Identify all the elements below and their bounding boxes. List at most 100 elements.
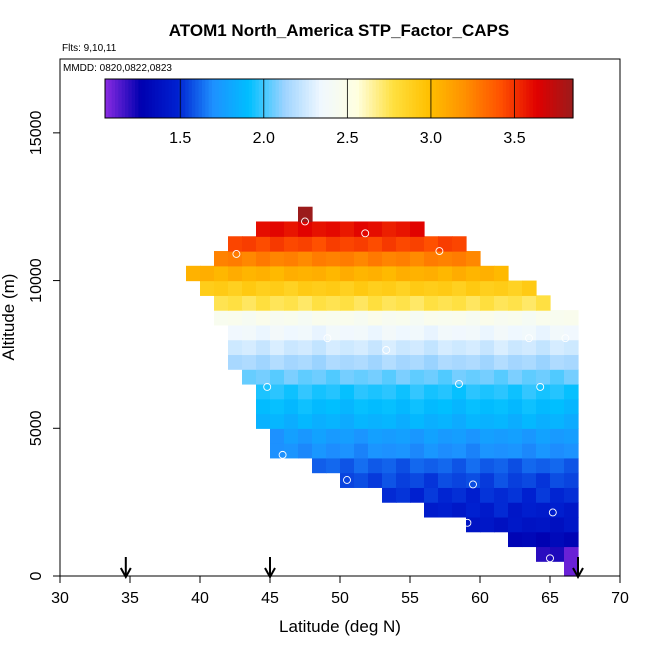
heatmap-cell xyxy=(522,472,537,488)
heatmap-cell xyxy=(480,398,495,415)
heatmap-cell xyxy=(340,398,355,415)
colorbar-swatch xyxy=(496,79,501,118)
colorbar-swatch xyxy=(211,79,216,118)
heatmap-cell xyxy=(270,339,285,356)
heatmap-cell xyxy=(522,280,537,296)
heatmap-cell xyxy=(298,221,313,237)
heatmap-cell xyxy=(270,443,285,459)
heatmap-cell xyxy=(368,369,383,385)
heatmap-cell xyxy=(452,428,467,444)
colorbar-swatch xyxy=(529,79,534,118)
heatmap-cell xyxy=(494,354,509,370)
heatmap-cell xyxy=(298,383,313,400)
heatmap-cell xyxy=(214,280,229,296)
latitude-arrow-head xyxy=(572,567,584,580)
y-tick-label: 0 xyxy=(28,571,45,580)
heatmap-cell xyxy=(256,251,271,267)
heatmap-cell xyxy=(354,443,369,459)
heatmap-cell xyxy=(326,280,341,296)
heatmap-cell xyxy=(508,398,523,415)
heatmap-cell xyxy=(466,251,481,267)
heatmap-cell xyxy=(536,324,551,341)
heatmap-cell xyxy=(452,413,467,429)
heatmap-cell xyxy=(494,369,509,385)
flight-point xyxy=(263,382,272,391)
heatmap-cell xyxy=(480,354,495,370)
heatmap-cell xyxy=(382,354,397,370)
heatmap-cell xyxy=(368,457,383,474)
heatmap-cell xyxy=(466,502,481,518)
colorbar-tick-label: 3.0 xyxy=(420,130,442,147)
heatmap-cell xyxy=(522,295,537,311)
heatmap-cell xyxy=(312,280,327,296)
heatmap-cell xyxy=(536,295,551,311)
colorbar-swatch xyxy=(238,79,243,118)
y-axis-label: Altitude (m) xyxy=(0,274,18,361)
colorbar-swatch xyxy=(138,79,143,118)
heatmap-cell xyxy=(438,443,453,459)
colorbar-swatch xyxy=(402,79,407,118)
heatmap-cell xyxy=(536,531,551,548)
colorbar-swatch xyxy=(252,79,257,118)
heatmap-cell xyxy=(522,443,537,459)
heatmap-cell xyxy=(396,236,411,252)
colorbar-swatch xyxy=(522,79,527,118)
colorbar-swatch xyxy=(188,79,193,118)
heatmap-cell xyxy=(410,369,425,385)
heatmap-cell xyxy=(340,428,355,444)
heatmap-cell xyxy=(382,339,397,356)
heatmap-cell xyxy=(186,265,201,282)
heatmap-cell xyxy=(410,457,425,474)
colorbar-swatch xyxy=(312,79,317,118)
heatmap-cell xyxy=(438,369,453,385)
heatmap-cell xyxy=(564,531,579,548)
heatmap-cell xyxy=(326,324,341,341)
heatmap-cell xyxy=(368,310,383,326)
colorbar-tick-label: 3.5 xyxy=(503,130,525,147)
heatmap-cell xyxy=(256,383,271,400)
heatmap-cell xyxy=(326,413,341,429)
x-tick-label: 35 xyxy=(121,590,139,607)
heatmap-cell xyxy=(396,324,411,341)
heatmap-cell xyxy=(312,265,327,282)
heatmap-cell xyxy=(354,221,369,237)
colorbar-swatch xyxy=(118,79,123,118)
heatmap-cell xyxy=(200,265,215,282)
heatmap-cell xyxy=(438,502,453,518)
heatmap-cell xyxy=(522,457,537,474)
heatmap-cell xyxy=(354,236,369,252)
colorbar-swatch xyxy=(121,79,126,118)
colorbar-swatch xyxy=(191,79,196,118)
heatmap-cell xyxy=(382,413,397,429)
heatmap-cell xyxy=(550,369,565,385)
colorbar-swatch xyxy=(215,79,220,118)
heatmap-cell xyxy=(354,457,369,474)
heatmap-cell xyxy=(396,487,411,503)
heatmap-cell xyxy=(200,280,215,296)
heatmap-cell xyxy=(368,428,383,444)
heatmap-cell xyxy=(508,383,523,400)
colorbar-swatch xyxy=(472,79,477,118)
heatmap-cell xyxy=(508,457,523,474)
heatmap-cell xyxy=(242,354,257,370)
heatmap-cell xyxy=(438,280,453,296)
colorbar-swatch xyxy=(332,79,337,118)
heatmap-cell xyxy=(270,428,285,444)
heatmap-cell xyxy=(410,472,425,488)
heatmap-cell xyxy=(340,310,355,326)
heatmap-cell xyxy=(508,310,523,326)
heatmap-cell xyxy=(382,251,397,267)
heatmap-cell xyxy=(228,295,243,311)
colorbar-swatch xyxy=(459,79,464,118)
heatmap-cell xyxy=(438,413,453,429)
heatmap-cell xyxy=(480,487,495,503)
heatmap-cell xyxy=(494,295,509,311)
heatmap-cell xyxy=(368,221,383,237)
heatmap-cell xyxy=(340,236,355,252)
heatmap-cell xyxy=(340,221,355,237)
heatmap-cell xyxy=(410,251,425,267)
heatmap-cell xyxy=(480,295,495,311)
heatmap-cell xyxy=(438,354,453,370)
heatmap-cell xyxy=(536,413,551,429)
heatmap-cell xyxy=(522,516,537,533)
